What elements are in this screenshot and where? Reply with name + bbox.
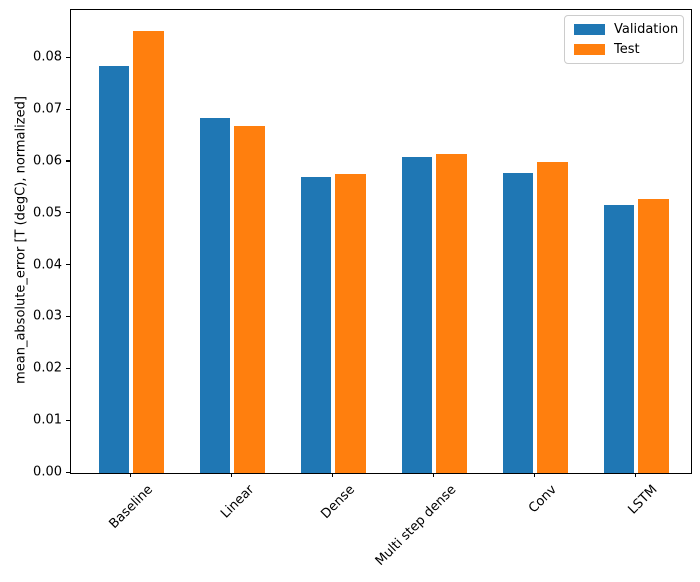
y-tick-label: 0.08 [33,49,62,65]
bar-test-lstm [638,199,669,473]
x-tick-mark [432,473,434,477]
y-tick-label: 0.03 [33,308,62,324]
y-tick-label: 0.04 [33,257,62,273]
x-tick-label-dense: Dense [318,482,358,522]
x-tick-label-conv: Conv [525,482,560,517]
y-tick-mark [66,160,70,162]
bar-test-conv [537,162,568,473]
bar-test-multi-step-dense [436,154,467,473]
y-tick-mark [66,471,70,473]
legend-swatch-validation [574,24,605,35]
y-tick-mark [66,315,70,318]
x-tick-mark [331,473,333,477]
legend-label-validation: Validation [614,22,679,37]
y-tick-label: 0.02 [33,360,62,376]
bar-validation-baseline [98,65,129,473]
bar-test-baseline [133,31,164,473]
bar-validation-linear [199,117,230,473]
plot-area [70,9,692,474]
bar-validation-lstm [603,204,634,473]
y-tick-label: 0.06 [33,153,62,169]
y-tick-mark [66,419,70,421]
y-tick-label: 0.01 [33,412,62,428]
y-tick-mark [66,264,70,266]
legend: Validation Test [564,15,684,64]
y-tick-label: 0.00 [33,464,62,480]
bar-validation-multi-step-dense [401,156,432,473]
y-tick-label: 0.05 [33,205,62,221]
y-tick-mark [66,212,70,214]
x-tick-label-lstm: LSTM [625,482,661,518]
x-tick-mark [634,473,636,477]
legend-item-validation: Validation [574,23,678,36]
bar-test-linear [234,125,265,473]
x-tick-label-multi-step-dense: Multi step dense [372,482,459,569]
y-tick-label: 0.07 [33,101,62,117]
x-tick-label-baseline: Baseline [106,482,156,532]
x-tick-mark [533,473,535,477]
y-tick-mark [66,367,70,369]
bar-test-dense [335,174,366,473]
legend-label-test: Test [614,42,640,57]
x-tick-mark [129,473,131,477]
bar-validation-dense [300,177,331,473]
legend-item-test: Test [574,43,674,56]
x-tick-label-linear: Linear [217,482,257,522]
y-tick-mark [66,56,70,58]
y-tick-mark [66,108,70,110]
x-tick-mark [230,473,232,477]
bar-validation-conv [502,173,533,473]
legend-swatch-test [574,44,605,55]
y-axis-label: mean_absolute_error [T (degC), normalize… [13,96,29,384]
